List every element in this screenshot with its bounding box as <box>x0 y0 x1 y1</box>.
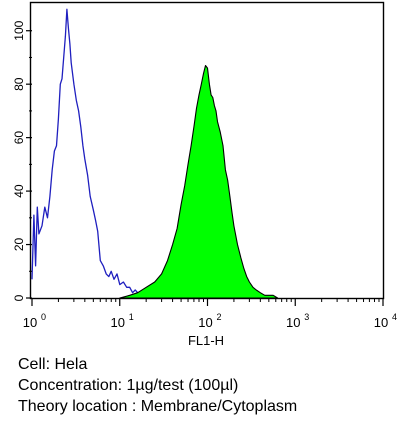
y-tick-label: 100 <box>12 20 26 40</box>
x-tick-exponent: 2 <box>217 312 222 322</box>
x-tick-exponent: 4 <box>392 312 397 322</box>
x-axis-title: FL1-H <box>188 333 224 348</box>
x-tick-label: 10 <box>23 315 37 330</box>
caption-cell: Cell: Hela <box>18 356 88 373</box>
x-tick-label: 10 <box>111 315 125 330</box>
x-tick-exponent: 0 <box>41 312 46 322</box>
x-tick-exponent: 1 <box>129 312 134 322</box>
x-tick-label: 10 <box>374 315 388 330</box>
tick-layer <box>26 30 384 306</box>
x-tick-label: 10 <box>198 315 212 330</box>
y-tick-label: 20 <box>12 238 26 252</box>
series-1-area <box>119 64 279 299</box>
y-tick-label: 0 <box>12 294 26 301</box>
x-tick-exponent: 3 <box>304 312 309 322</box>
caption-location: Theory location : Membrane/Cytoplasm <box>18 398 298 415</box>
caption-block: Cell: Hela Concentration: 1µg/test (100µ… <box>18 354 393 417</box>
x-tick-label: 10 <box>286 315 300 330</box>
y-tick-label: 80 <box>12 77 26 91</box>
y-tick-label: 40 <box>12 184 26 198</box>
series-layer <box>31 8 279 299</box>
series-0-line <box>31 8 147 299</box>
caption-concentration: Concentration: 1µg/test (100µl) <box>18 377 239 394</box>
y-tick-label: 60 <box>12 131 26 145</box>
